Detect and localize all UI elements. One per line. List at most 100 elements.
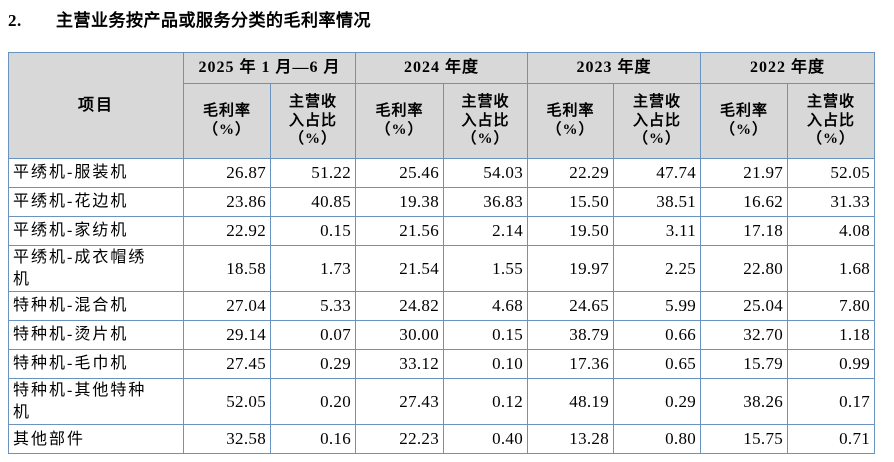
row-item-label: 平绣机-服装机 (8, 158, 184, 188)
cell-value: 21.54 (355, 244, 445, 293)
cell-value: 21.97 (700, 158, 789, 188)
table-row: 其他部件 32.58 0.16 22.23 0.40 13.28 0.80 15… (8, 424, 876, 455)
cell-value: 22.29 (527, 158, 615, 188)
cell-value: 7.80 (787, 291, 876, 322)
cell-value: 0.12 (443, 378, 529, 426)
row-item-label: 平绣机-成衣帽绣 机 (8, 244, 184, 293)
table-row: 平绣机-花边机 23.86 40.85 19.38 36.83 15.50 38… (8, 187, 876, 217)
cell-value: 33.12 (355, 349, 445, 380)
cell-value: 27.45 (183, 349, 271, 380)
cell-value: 27.04 (183, 291, 271, 322)
row-item-label: 平绣机-家纺机 (8, 216, 184, 246)
cell-value: 19.97 (527, 244, 615, 293)
cell-value: 52.05 (183, 378, 271, 426)
row-item-label: 特种机-烫片机 (8, 320, 184, 351)
row-item-label: 特种机-混合机 (8, 291, 184, 322)
cell-value: 38.26 (700, 378, 789, 426)
cell-value: 4.08 (787, 216, 876, 246)
row-item-label: 其他部件 (8, 424, 184, 455)
row-item-label: 特种机-其他特种 机 (8, 378, 184, 426)
cell-value: 0.29 (613, 378, 702, 426)
section-title-text: 主营业务按产品或服务分类的毛利率情况 (56, 11, 371, 30)
cell-value: 0.80 (613, 424, 702, 455)
cell-value: 30.00 (355, 320, 445, 351)
cell-value: 32.70 (700, 320, 789, 351)
cell-value: 32.58 (183, 424, 271, 455)
cell-value: 26.87 (183, 158, 271, 188)
cell-value: 0.07 (269, 320, 357, 351)
row-item-label: 平绣机-花边机 (8, 187, 184, 217)
table-row: 平绣机-家纺机 22.92 0.15 21.56 2.14 19.50 3.11… (8, 216, 876, 246)
margin-header-2025h1: 毛利率 （%） (183, 83, 271, 159)
cell-value: 2.25 (613, 244, 702, 293)
share-header-2022: 主营收 入占比 （%） (787, 83, 876, 159)
cell-value: 2.14 (443, 216, 529, 246)
period-header-2022: 2022 年度 (700, 52, 876, 84)
cell-value: 22.23 (355, 424, 445, 455)
cell-value: 0.29 (269, 349, 357, 380)
cell-value: 27.43 (355, 378, 445, 426)
cell-value: 15.75 (700, 424, 789, 455)
table-row: 平绣机-服装机 26.87 51.22 25.46 54.03 22.29 47… (8, 158, 876, 188)
cell-value: 19.50 (527, 216, 615, 246)
cell-value: 3.11 (613, 216, 702, 246)
cell-value: 48.19 (527, 378, 615, 426)
cell-value: 0.71 (787, 424, 876, 455)
cell-value: 54.03 (443, 158, 529, 188)
margin-header-2023: 毛利率 （%） (527, 83, 615, 159)
cell-value: 0.16 (269, 424, 357, 455)
header-sub-row: 毛利率 （%） 主营收 入占比 （%） 毛利率 （%） 主营收 入占比 （%） … (9, 83, 876, 159)
cell-value: 21.56 (355, 216, 445, 246)
cell-value: 40.85 (269, 187, 357, 217)
share-header-2023: 主营收 入占比 （%） (613, 83, 702, 159)
cell-value: 36.83 (443, 187, 529, 217)
cell-value: 0.66 (613, 320, 702, 351)
cell-value: 47.74 (613, 158, 702, 188)
cell-value: 52.05 (787, 158, 876, 188)
cell-value: 17.18 (700, 216, 789, 246)
share-header-2024: 主营收 入占比 （%） (443, 83, 529, 159)
cell-value: 23.86 (183, 187, 271, 217)
cell-value: 31.33 (787, 187, 876, 217)
margin-header-2022: 毛利率 （%） (700, 83, 789, 159)
cell-value: 0.17 (787, 378, 876, 426)
table-row: 特种机-烫片机 29.14 0.07 30.00 0.15 38.79 0.66… (8, 320, 876, 351)
cell-value: 25.46 (355, 158, 445, 188)
cell-value: 0.10 (443, 349, 529, 380)
cell-value: 16.62 (700, 187, 789, 217)
cell-value: 0.65 (613, 349, 702, 380)
cell-value: 1.68 (787, 244, 876, 293)
period-header-2025h1: 2025 年 1 月—6 月 (182, 52, 357, 84)
cell-value: 24.65 (527, 291, 615, 322)
cell-value: 5.99 (613, 291, 702, 322)
cell-value: 19.38 (355, 187, 445, 217)
period-header-2023: 2023 年度 (527, 52, 702, 84)
cell-value: 1.73 (269, 244, 357, 293)
row-item-label: 特种机-毛巾机 (8, 349, 184, 380)
cell-value: 0.15 (443, 320, 529, 351)
cell-value: 0.15 (269, 216, 357, 246)
cell-value: 0.99 (787, 349, 876, 380)
period-header-2024: 2024 年度 (355, 52, 529, 84)
cell-value: 0.40 (443, 424, 529, 455)
section-title: 2. 主营业务按产品或服务分类的毛利率情况 (8, 6, 894, 31)
cell-value: 4.68 (443, 291, 529, 322)
table-row: 特种机-其他特种 机 52.05 0.20 27.43 0.12 48.19 0… (8, 378, 876, 426)
table-row: 特种机-毛巾机 27.45 0.29 33.12 0.10 17.36 0.65… (8, 349, 876, 380)
cell-value: 13.28 (527, 424, 615, 455)
cell-value: 0.20 (269, 378, 357, 426)
gross-margin-table: 项目 2025 年 1 月—6 月 2024 年度 2023 年度 2022 年… (8, 52, 876, 455)
cell-value: 18.58 (183, 244, 271, 293)
cell-value: 1.55 (443, 244, 529, 293)
cell-value: 38.79 (527, 320, 615, 351)
margin-header-2024: 毛利率 （%） (355, 83, 445, 159)
cell-value: 38.51 (613, 187, 702, 217)
cell-value: 1.18 (787, 320, 876, 351)
share-header-2025h1: 主营收 入占比 （%） (269, 83, 357, 159)
cell-value: 5.33 (269, 291, 357, 322)
cell-value: 51.22 (269, 158, 357, 188)
cell-value: 15.79 (700, 349, 789, 380)
cell-value: 17.36 (527, 349, 615, 380)
section-number: 2. (8, 11, 22, 30)
